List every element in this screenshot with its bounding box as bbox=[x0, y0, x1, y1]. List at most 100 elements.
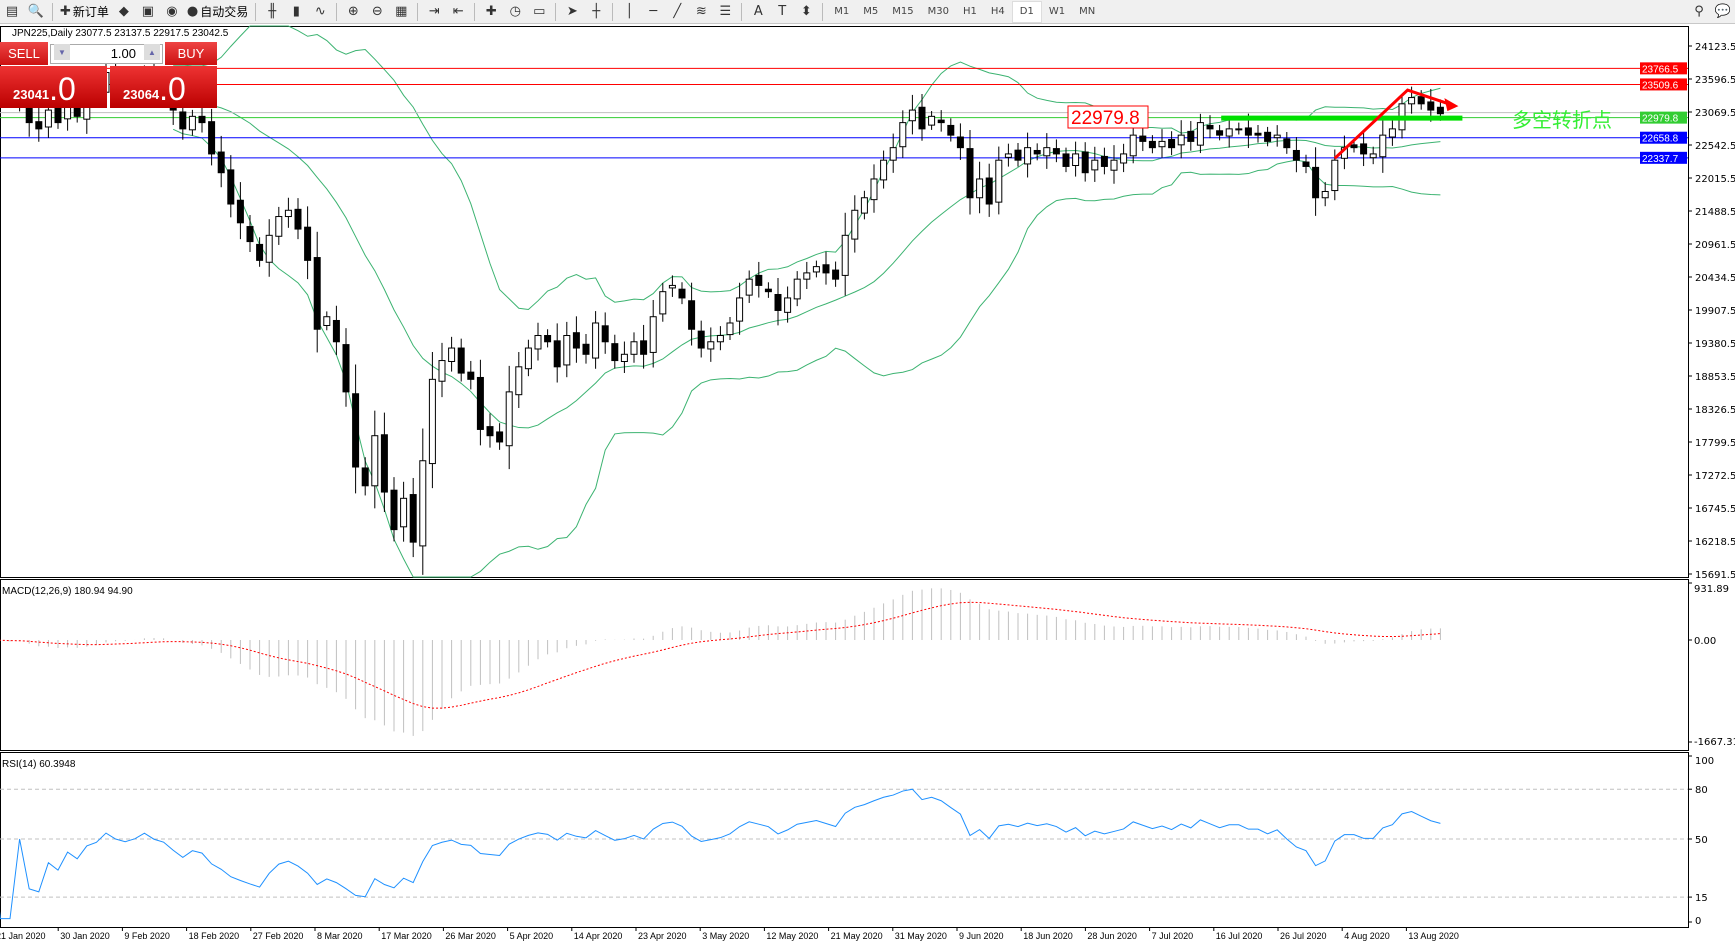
candle[interactable] bbox=[1024, 132, 1032, 178]
sell-price[interactable]: 23041.0 bbox=[0, 66, 107, 108]
candle[interactable] bbox=[198, 105, 206, 133]
indicators-icon[interactable]: ✚ bbox=[485, 4, 497, 19]
candle[interactable] bbox=[1273, 125, 1281, 147]
auto-trading-icon[interactable]: ● 自动交易 bbox=[186, 4, 249, 19]
candle[interactable] bbox=[208, 108, 216, 166]
candle[interactable] bbox=[1081, 142, 1089, 182]
candle[interactable] bbox=[352, 364, 360, 494]
sell-button[interactable]: SELL bbox=[0, 42, 48, 65]
candle[interactable] bbox=[937, 110, 945, 132]
chart-shift-icon[interactable]: ⇤ bbox=[452, 4, 464, 19]
line-chart-icon[interactable]: ∿ bbox=[314, 4, 326, 19]
candle[interactable] bbox=[467, 360, 475, 390]
candle[interactable] bbox=[678, 282, 686, 305]
candle[interactable] bbox=[928, 111, 936, 130]
candle[interactable] bbox=[1033, 143, 1041, 161]
candle[interactable] bbox=[755, 261, 763, 298]
arrows-icon[interactable]: ⬍ bbox=[800, 4, 812, 19]
candle[interactable] bbox=[1110, 145, 1118, 184]
timeframe-mn[interactable]: MN bbox=[1079, 6, 1096, 17]
candle[interactable] bbox=[1321, 182, 1329, 207]
candle[interactable] bbox=[688, 282, 696, 346]
candle[interactable] bbox=[332, 305, 340, 356]
candle[interactable] bbox=[649, 299, 657, 368]
candle[interactable] bbox=[1379, 117, 1387, 173]
candle[interactable] bbox=[592, 311, 600, 369]
timeframe-d1[interactable]: D1 bbox=[1011, 0, 1042, 23]
fibonacci-icon[interactable]: ≋ bbox=[695, 4, 707, 19]
candle[interactable] bbox=[870, 164, 878, 213]
candle[interactable] bbox=[515, 352, 523, 408]
candle[interactable] bbox=[35, 107, 43, 142]
buy-button[interactable]: BUY bbox=[165, 42, 217, 65]
candle[interactable] bbox=[284, 197, 292, 228]
candle[interactable] bbox=[707, 327, 715, 362]
candle[interactable] bbox=[976, 161, 984, 214]
candle[interactable] bbox=[428, 352, 436, 489]
candle[interactable] bbox=[486, 413, 494, 448]
candle[interactable] bbox=[323, 311, 331, 331]
signal-icon[interactable]: ◉ bbox=[166, 4, 178, 19]
trendline-icon[interactable]: ╱ bbox=[673, 4, 682, 19]
new-order-icon[interactable]: ✚ 新订单 bbox=[60, 4, 109, 19]
candle[interactable] bbox=[697, 320, 705, 358]
periods-icon[interactable]: ◷ bbox=[509, 4, 521, 19]
candle[interactable] bbox=[1043, 133, 1051, 169]
candle[interactable] bbox=[918, 94, 926, 141]
bar-chart-icon[interactable]: ╫ bbox=[268, 4, 277, 19]
candle[interactable] bbox=[668, 275, 676, 297]
candle[interactable] bbox=[1388, 119, 1396, 146]
candle[interactable] bbox=[880, 150, 888, 189]
candle[interactable] bbox=[246, 214, 254, 253]
lot-increase-icon[interactable]: ▲ bbox=[144, 44, 160, 60]
candle[interactable] bbox=[630, 332, 638, 363]
candle[interactable] bbox=[534, 322, 542, 361]
candle[interactable] bbox=[1168, 131, 1176, 156]
candle[interactable] bbox=[275, 206, 283, 245]
candle[interactable] bbox=[1216, 124, 1224, 141]
timeframe-h1[interactable]: H1 bbox=[963, 6, 977, 17]
timeframe-m30[interactable]: M30 bbox=[927, 6, 949, 17]
candle[interactable] bbox=[889, 133, 897, 173]
candle[interactable] bbox=[1120, 143, 1128, 173]
candle[interactable] bbox=[188, 109, 196, 136]
candle[interactable] bbox=[1062, 147, 1070, 173]
tile-icon[interactable]: ▦ bbox=[395, 4, 408, 19]
candle[interactable] bbox=[832, 261, 840, 287]
zoom-profile-icon[interactable]: 🔍 bbox=[27, 4, 45, 19]
buy-price[interactable]: 23064.0 bbox=[110, 66, 217, 108]
candle[interactable] bbox=[227, 155, 235, 218]
candle[interactable] bbox=[1254, 124, 1262, 143]
candle[interactable] bbox=[908, 94, 916, 135]
candle[interactable] bbox=[1225, 116, 1233, 148]
candle[interactable] bbox=[361, 457, 369, 496]
candle[interactable] bbox=[1004, 143, 1012, 167]
candle[interactable] bbox=[1264, 126, 1272, 147]
zoom-out-icon[interactable]: ⊖ bbox=[371, 4, 383, 19]
lot-size-input[interactable]: 1.00 bbox=[50, 44, 163, 64]
candle[interactable] bbox=[1360, 130, 1368, 167]
search-icon[interactable]: ⚲ bbox=[1694, 4, 1704, 19]
candle[interactable] bbox=[1158, 129, 1166, 158]
candle[interactable] bbox=[582, 333, 590, 364]
candle[interactable] bbox=[1312, 147, 1320, 216]
candle[interactable] bbox=[995, 146, 1003, 215]
timeframe-h4[interactable]: H4 bbox=[990, 6, 1005, 17]
candle[interactable] bbox=[659, 282, 667, 322]
navigator-icon[interactable]: ▣ bbox=[141, 4, 155, 19]
candle[interactable] bbox=[1014, 142, 1022, 167]
candle[interactable] bbox=[620, 341, 628, 373]
candle[interactable] bbox=[409, 477, 417, 558]
candle[interactable] bbox=[851, 195, 859, 253]
templates-icon[interactable]: ▭ bbox=[533, 4, 546, 19]
timeframe-m15[interactable]: M15 bbox=[892, 6, 914, 17]
grid-lines-icon[interactable]: ☰ bbox=[719, 4, 732, 19]
candle[interactable] bbox=[985, 163, 993, 217]
candle[interactable] bbox=[294, 198, 302, 240]
timeframe-m5[interactable]: M5 bbox=[863, 6, 879, 17]
candle[interactable] bbox=[812, 260, 820, 278]
candle[interactable] bbox=[822, 251, 830, 285]
candle[interactable] bbox=[553, 323, 561, 383]
candle[interactable] bbox=[601, 312, 609, 354]
